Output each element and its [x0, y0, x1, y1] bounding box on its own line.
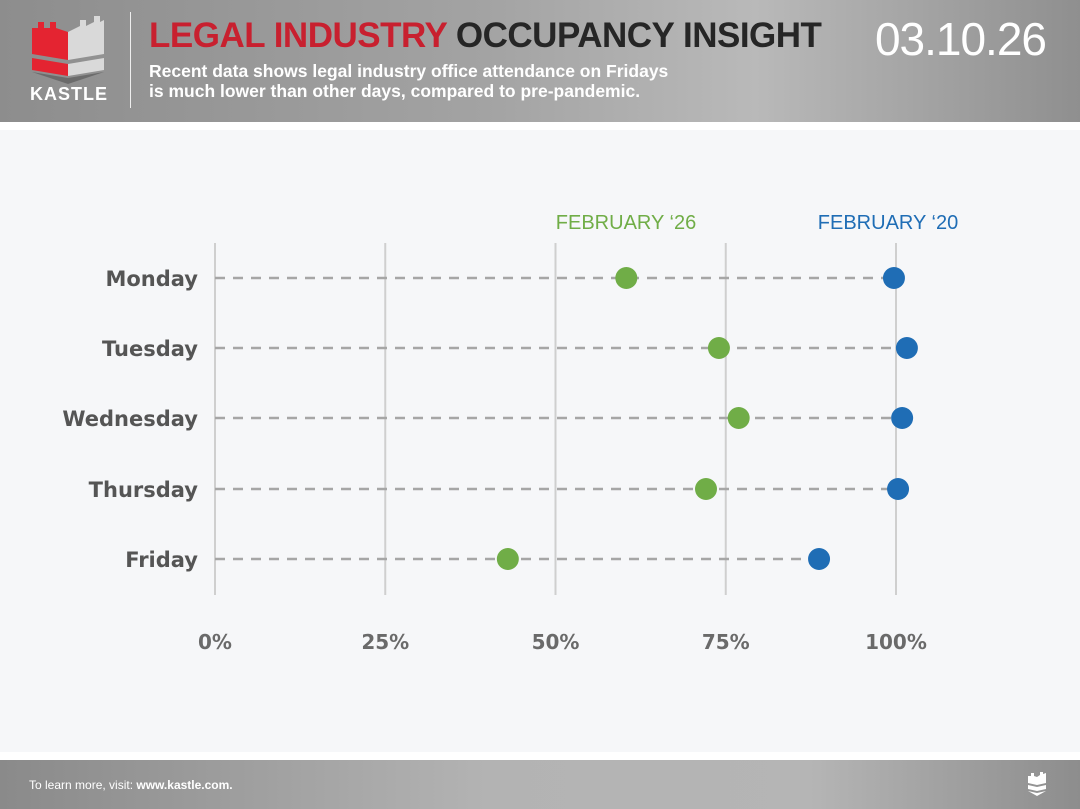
category-label: Wednesday: [62, 407, 198, 431]
kastle-castle-logo-icon: [32, 16, 104, 84]
data-point-feb-20: [882, 267, 905, 289]
data-point-feb-26: [615, 267, 638, 289]
footer: To learn more, visit: www.kastle.com.: [0, 760, 1080, 809]
footer-text: To learn more, visit: www.kastle.com.: [29, 778, 233, 792]
x-tick-label: 0%: [198, 630, 232, 654]
data-point-feb-26: [727, 407, 750, 429]
category-label: Friday: [125, 548, 198, 572]
title-red: LEGAL INDUSTRY: [149, 16, 447, 55]
data-point-feb-20: [808, 548, 831, 570]
data-point-feb-26: [695, 478, 718, 500]
subtitle-line-1: Recent data shows legal industry office …: [149, 61, 669, 81]
footer-prefix: To learn more, visit:: [29, 778, 137, 792]
footer-link[interactable]: www.kastle.com.: [136, 778, 233, 792]
category-label: Tuesday: [102, 337, 198, 361]
subtitle-line-2: is much lower than other days, compared …: [149, 81, 641, 101]
legend-feb-26: FEBRUARY ‘26: [556, 212, 696, 234]
data-point-feb-20: [891, 407, 914, 429]
x-tick-label: 100%: [865, 630, 927, 654]
header-divider: [130, 12, 131, 108]
page-title: LEGAL INDUSTRY OCCUPANCY INSIGHT: [149, 16, 822, 56]
category-label: Monday: [105, 267, 198, 291]
x-tick-label: 25%: [361, 630, 409, 654]
data-point-feb-20: [887, 478, 910, 500]
legend-feb-20: FEBRUARY ‘20: [818, 212, 958, 234]
x-tick-label: 75%: [702, 630, 750, 654]
date: 03.10.26: [874, 13, 1047, 65]
kastle-small-logo-icon: [1028, 772, 1046, 796]
title-dark: OCCUPANCY INSIGHT: [455, 16, 822, 55]
data-point-feb-20: [895, 337, 918, 359]
data-point-feb-26: [707, 337, 730, 359]
logo-text: KASTLE: [30, 84, 108, 104]
x-tick-label: 50%: [532, 630, 580, 654]
chart-area: [0, 130, 1080, 752]
subtitle: Recent data shows legal industry office …: [149, 61, 749, 101]
category-label: Thursday: [89, 478, 199, 502]
data-point-feb-26: [496, 548, 519, 570]
header: KASTLE LEGAL INDUSTRY OCCUPANCY INSIGHT …: [0, 0, 1080, 122]
